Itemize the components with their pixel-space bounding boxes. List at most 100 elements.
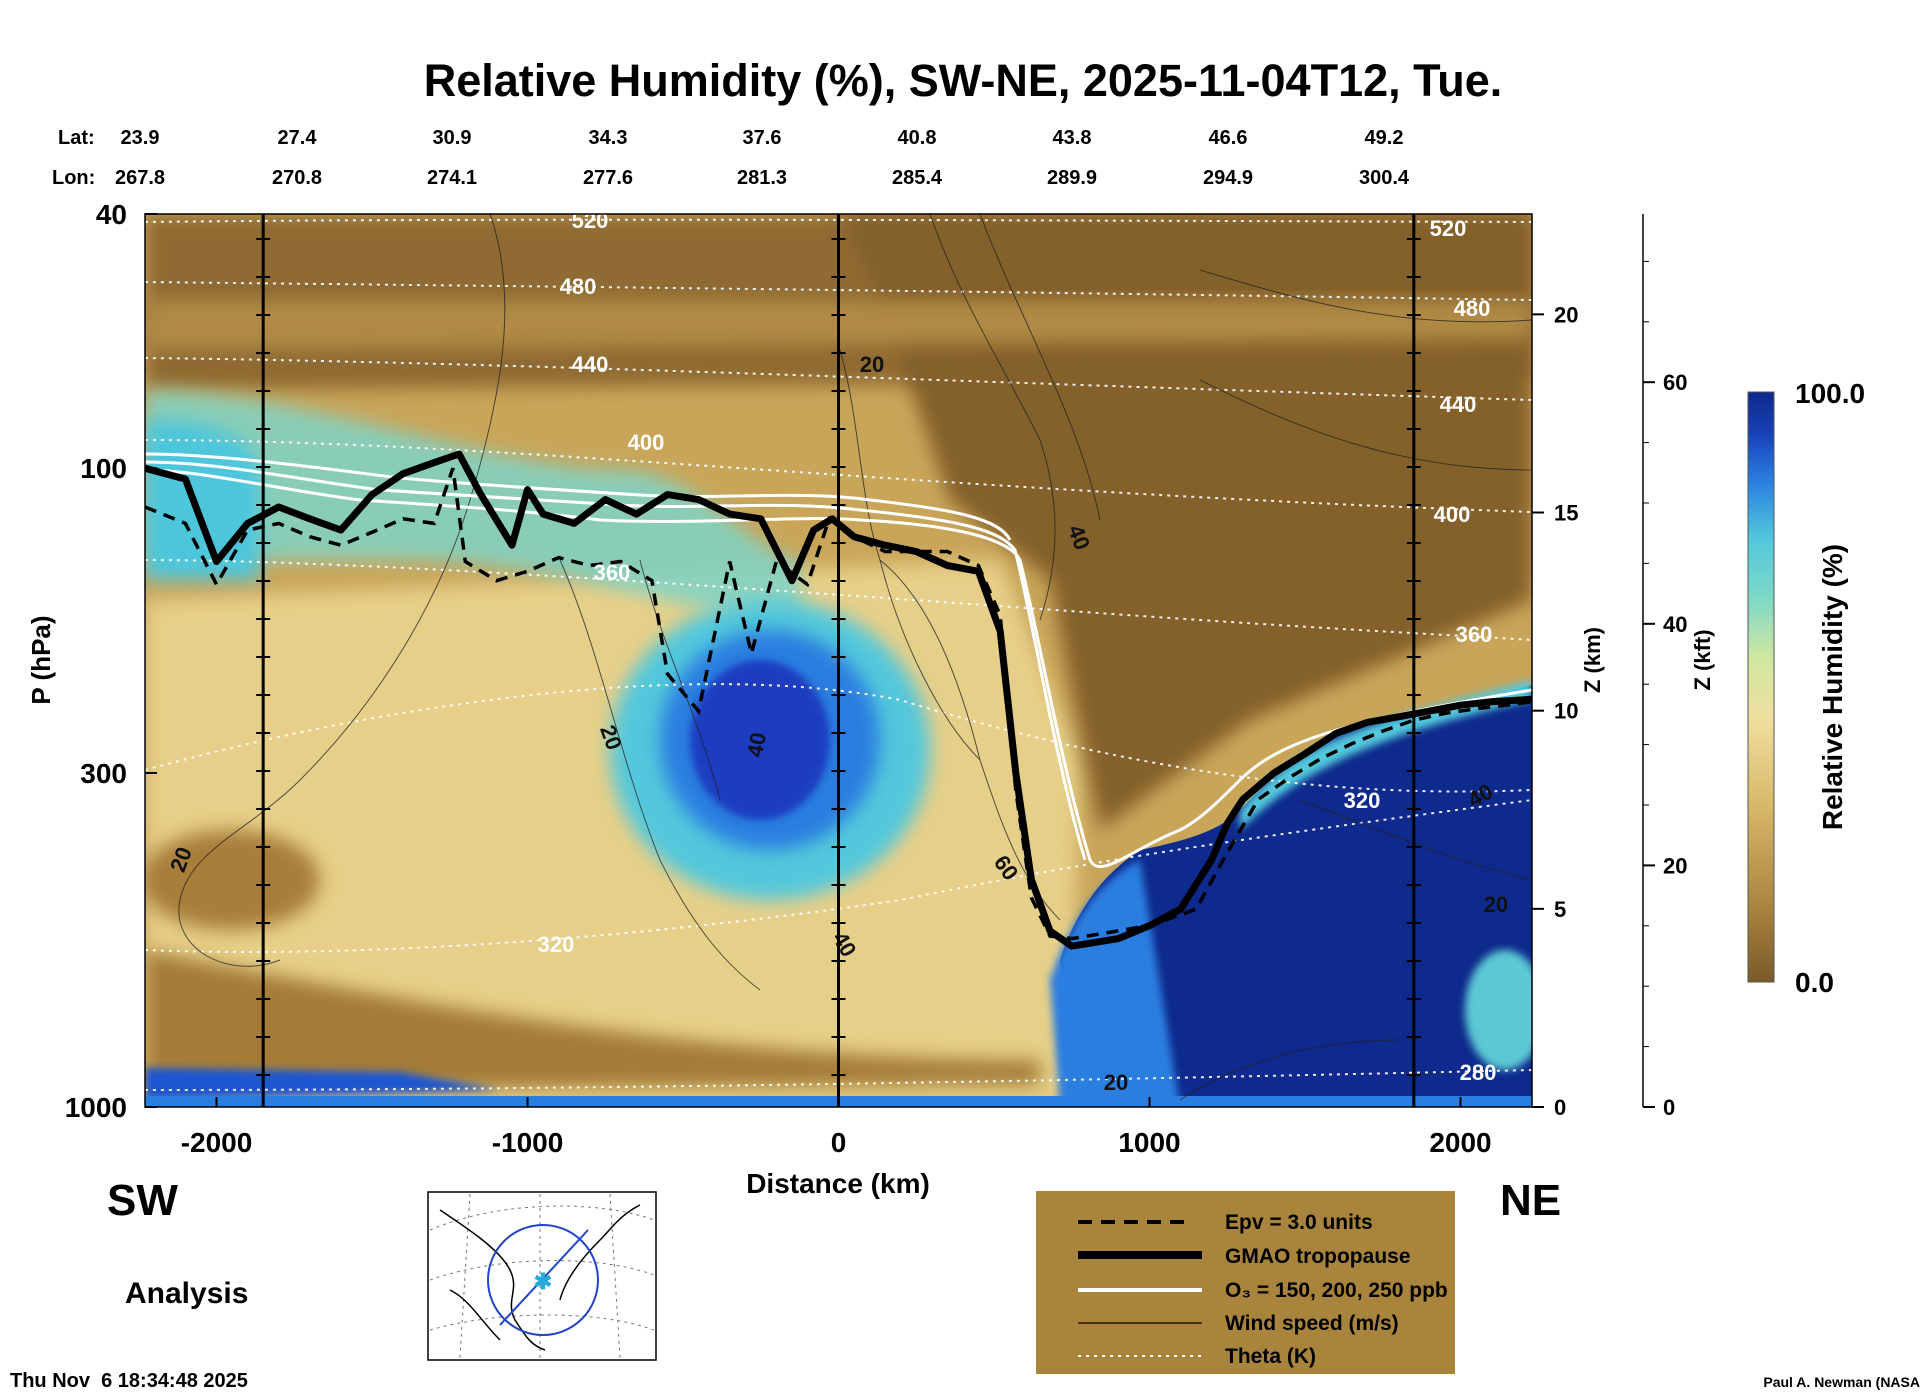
theta-label-320b: 320 xyxy=(538,932,575,957)
theta-label-360b: 360 xyxy=(1456,622,1493,647)
ozone-200 xyxy=(145,460,1087,861)
theta-label-280: 280 xyxy=(1460,1060,1497,1085)
field-dark-band xyxy=(145,950,1040,1090)
y-tick-label: 100 xyxy=(80,453,127,484)
inset-center-marker: ✱ xyxy=(534,1269,552,1294)
timestamp: Thu Nov 6 18:34:48 2025 xyxy=(10,1370,248,1392)
wind-contour-2 xyxy=(559,559,761,991)
ozone-contours xyxy=(145,452,1532,868)
z-kft-tick-label: 60 xyxy=(1663,370,1687,395)
wind-contour-3 xyxy=(639,559,721,801)
wind-contour-7 xyxy=(879,559,1061,921)
theta-label-400b: 400 xyxy=(1434,502,1471,527)
lon-value: 281.3 xyxy=(737,167,787,189)
ozone-150 xyxy=(145,468,1532,868)
wind-contour-5 xyxy=(929,214,1056,621)
lon-value: 300.4 xyxy=(1359,167,1410,189)
legend: Epv = 3.0 units GMAO tropopause O₃ = 150… xyxy=(1036,1191,1455,1374)
y-tick-label: 300 xyxy=(80,758,127,789)
theta-label-480b: 480 xyxy=(1454,296,1491,321)
ozone-250 xyxy=(145,452,1012,541)
wind-label-20a: 20 xyxy=(860,352,884,377)
z-kft-tick-label: 0 xyxy=(1663,1095,1675,1120)
field-dark-patch-west xyxy=(145,830,320,930)
legend-epv-label: Epv = 3.0 units xyxy=(1225,1211,1373,1234)
lat-value: 30.9 xyxy=(433,127,472,149)
field-strat-northeast xyxy=(840,214,1532,830)
y-axis-label: P (hPa) xyxy=(26,615,56,704)
wind-label-40b: 40 xyxy=(742,730,771,758)
theta-contours xyxy=(145,218,1532,1091)
inset-range-circle xyxy=(487,1224,599,1336)
field-moist-plume-core xyxy=(690,660,830,820)
lon-value: 285.4 xyxy=(892,167,943,189)
theta-480 xyxy=(145,281,1532,301)
z-km-tick-label: 0 xyxy=(1554,1095,1566,1120)
x-axis-label: Distance (km) xyxy=(746,1168,930,1199)
colorbar-min-label: 0.0 xyxy=(1795,967,1834,998)
x-tick-label: 0 xyxy=(831,1127,847,1158)
lat-value: 37.6 xyxy=(743,127,782,149)
y-axis: 40 100 300 1000 xyxy=(65,199,157,1123)
y-tick-label: 40 xyxy=(96,199,127,230)
sw-label: SW xyxy=(107,1176,178,1225)
wind-contour-8 xyxy=(1199,269,1532,323)
lon-value: 294.9 xyxy=(1203,167,1253,189)
legend-wind-label: Wind speed (m/s) xyxy=(1225,1312,1399,1335)
wind-label-20e: 20 xyxy=(1104,1070,1128,1095)
z-km-tick-label: 10 xyxy=(1554,699,1578,724)
lat-value: 23.9 xyxy=(121,127,160,149)
field-cyan-layer xyxy=(145,390,800,620)
lat-value: 40.8 xyxy=(898,127,937,149)
legend-tropopause-label: GMAO tropopause xyxy=(1225,1245,1411,1268)
inset-parallel-2 xyxy=(429,1260,655,1281)
lon-row: 267.8 270.8 274.1 277.6 281.3 285.4 289.9 294.9… xyxy=(115,167,1410,189)
theta-label-440a: 440 xyxy=(572,352,609,377)
field-wet-edge xyxy=(1050,860,1180,1107)
z-km-axis-label: Z (km) xyxy=(1580,627,1605,693)
inset-parallel-3 xyxy=(429,1314,655,1331)
x-tick-label: -2000 xyxy=(181,1127,253,1158)
lat-value: 43.8 xyxy=(1053,127,1092,149)
theta-label-360a: 360 xyxy=(594,560,631,585)
z-km-tick-label: 5 xyxy=(1554,897,1566,922)
lat-value: 34.3 xyxy=(589,127,628,149)
z-kft-axis: 0 20 40 60 xyxy=(1642,214,1687,1120)
lon-value: 270.8 xyxy=(272,167,322,189)
colorbar-title: Relative Humidity (%) xyxy=(1817,544,1848,830)
epv-line-group xyxy=(145,467,1532,941)
colorbar xyxy=(1747,391,1775,983)
lat-header-label: Lat: xyxy=(58,127,95,149)
z-km-axis: 0 5 10 15 20 xyxy=(1532,302,1578,1120)
theta-520 xyxy=(145,218,1532,223)
wind-contour-1 xyxy=(178,214,506,967)
lon-value: 267.8 xyxy=(115,167,165,189)
z-kft-tick-label: 40 xyxy=(1663,612,1687,637)
z-km-tick-label: 15 xyxy=(1554,501,1578,526)
lat-value: 49.2 xyxy=(1365,127,1404,149)
z-kft-axis-label: Z (kft) xyxy=(1690,629,1715,690)
inset-map-graticule xyxy=(429,1193,655,1359)
inset-map: ✱ xyxy=(427,1191,657,1361)
lon-header-label: Lon: xyxy=(52,167,95,189)
legend-ozone-label: O₃ = 150, 200, 250 ppb xyxy=(1225,1279,1448,1302)
credit: Paul A. Newman (NASA xyxy=(1763,1374,1920,1390)
epv-line xyxy=(145,467,1532,941)
z-kft-tick-label: 20 xyxy=(1663,853,1687,878)
theta-label-480a: 480 xyxy=(560,274,597,299)
lat-value: 27.4 xyxy=(278,127,318,149)
field-surface-moist xyxy=(145,1068,500,1100)
lon-value: 277.6 xyxy=(583,167,633,189)
theta-400 xyxy=(145,439,1532,513)
ne-label: NE xyxy=(1500,1176,1561,1225)
theta-label-520a: 520 xyxy=(572,208,609,233)
analysis-label: Analysis xyxy=(125,1277,248,1310)
field-light-patch-ne xyxy=(1465,950,1532,1070)
wind-contour-9 xyxy=(1199,379,1532,471)
lat-value: 46.6 xyxy=(1209,127,1248,149)
inset-section-line xyxy=(499,1229,589,1326)
theta-labels: 520 520 480 480 440 440 400 400 360 360 … xyxy=(538,208,1497,1085)
theta-label-320a: 320 xyxy=(1344,788,1381,813)
theta-label-520b: 520 xyxy=(1430,216,1467,241)
